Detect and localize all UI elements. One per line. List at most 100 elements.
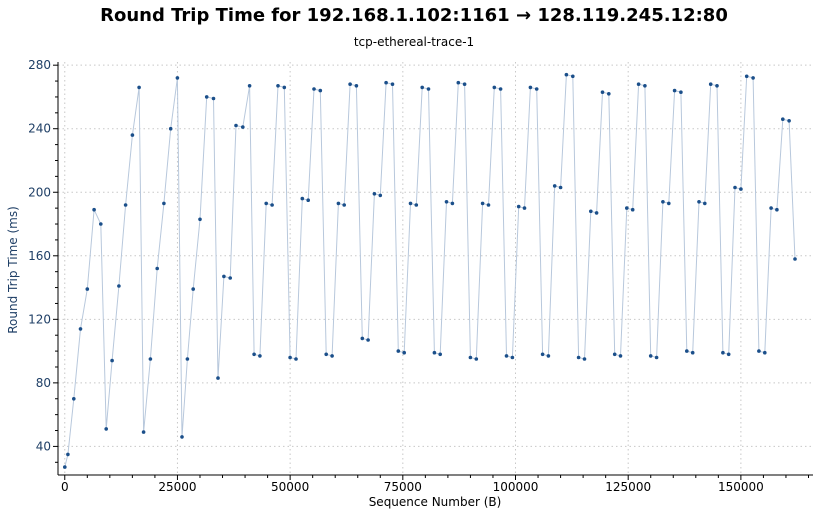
data-point — [85, 287, 90, 291]
data-point — [175, 76, 180, 80]
data-point — [162, 201, 166, 206]
data-point — [763, 350, 767, 355]
tick-labels: 40 80 120 160 200 240 280 0 25000 50000 75000 10000… — [28, 58, 764, 494]
data-point — [486, 203, 491, 207]
data-point — [679, 90, 683, 94]
data-point — [480, 201, 485, 206]
data-point — [733, 185, 737, 190]
data-point — [110, 358, 114, 363]
data-point — [600, 90, 605, 94]
data-point — [648, 354, 653, 358]
data-point — [185, 357, 190, 361]
data-point — [141, 430, 146, 434]
x-tick-label: 100000 — [493, 480, 539, 494]
data-point — [576, 355, 581, 360]
data-point — [744, 74, 749, 79]
data-point — [336, 201, 341, 206]
data-point — [216, 376, 220, 380]
x-tick-label: 0 — [61, 480, 69, 494]
data-point — [348, 82, 352, 86]
data-point — [462, 82, 467, 86]
data-point — [123, 203, 128, 207]
data-point — [474, 357, 479, 361]
data-point — [306, 198, 311, 202]
y-tick-label: 240 — [28, 122, 51, 136]
data-point — [661, 200, 665, 204]
data-point — [148, 357, 153, 361]
data-point — [607, 92, 611, 96]
data-point — [685, 349, 689, 353]
data-point — [360, 336, 365, 341]
data-point — [438, 352, 443, 357]
data-point — [117, 284, 121, 288]
data-point — [546, 354, 551, 358]
data-point — [324, 352, 329, 357]
data-point — [643, 84, 647, 88]
data-point — [703, 201, 707, 206]
data-points — [63, 72, 797, 469]
data-point — [104, 427, 108, 431]
data-point — [589, 209, 593, 214]
data-point — [444, 200, 449, 204]
data-point — [630, 207, 635, 212]
data-point — [408, 201, 413, 206]
chart-subtitle: tcp-ethereal-trace-1 — [354, 35, 474, 49]
data-point — [775, 207, 779, 212]
data-point — [191, 287, 195, 291]
x-tick-label: 75000 — [384, 480, 422, 494]
grid — [58, 62, 813, 475]
data-point — [672, 88, 677, 93]
data-point — [534, 87, 539, 91]
data-point — [92, 207, 96, 212]
data-point — [625, 206, 629, 210]
data-point — [558, 185, 563, 190]
y-axis-label: Round Trip Time (ms) — [6, 206, 20, 334]
data-point — [204, 95, 209, 99]
data-point — [241, 125, 245, 129]
y-tick-label: 80 — [36, 376, 51, 390]
data-point — [312, 87, 316, 91]
x-tick-label: 50000 — [271, 480, 309, 494]
data-point — [211, 96, 216, 101]
data-point — [168, 126, 173, 131]
data-point — [697, 200, 701, 204]
data-point — [636, 82, 641, 86]
data-point — [300, 196, 305, 201]
data-point — [504, 354, 509, 358]
data-point — [721, 350, 725, 355]
data-point — [510, 355, 515, 360]
data-point — [402, 350, 407, 355]
data-point — [654, 355, 659, 360]
data-point — [180, 435, 184, 439]
data-point — [396, 349, 401, 353]
data-point — [594, 211, 599, 215]
data-point — [522, 206, 527, 210]
data-point — [354, 84, 359, 88]
data-point — [726, 352, 731, 357]
data-point — [468, 355, 473, 360]
data-point — [739, 187, 743, 191]
data-point — [384, 80, 388, 85]
data-point — [378, 193, 383, 198]
data-point — [715, 84, 719, 88]
x-tick-label: 150000 — [718, 480, 764, 494]
x-tick-label: 25000 — [158, 480, 196, 494]
data-point — [252, 352, 256, 357]
data-point — [690, 350, 695, 355]
data-point — [258, 354, 262, 358]
y-tick-label: 160 — [28, 249, 51, 263]
data-point — [264, 201, 269, 206]
data-point — [330, 354, 334, 358]
data-point — [528, 85, 533, 90]
data-point — [708, 82, 713, 86]
y-tick-label: 280 — [28, 58, 51, 72]
y-tick-label: 200 — [28, 185, 51, 199]
data-point — [270, 203, 274, 207]
data-point — [66, 452, 70, 457]
data-point — [492, 85, 497, 90]
data-point — [618, 354, 623, 358]
series-line — [64, 74, 796, 468]
data-point — [288, 355, 292, 360]
data-point — [228, 276, 232, 280]
